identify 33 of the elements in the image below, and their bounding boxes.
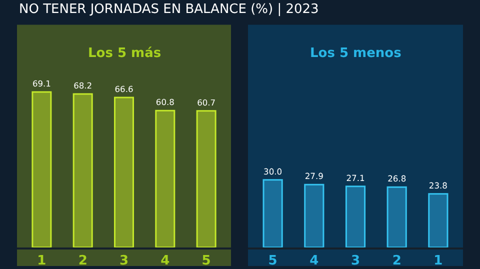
chart-title: Los 5 más xyxy=(88,46,162,61)
x-tick-label: 5 xyxy=(202,254,211,269)
bar xyxy=(72,93,93,248)
bar xyxy=(304,184,324,248)
x-tick-label: 3 xyxy=(350,254,360,269)
data-label: 23.8 xyxy=(428,180,448,190)
data-label: 69.1 xyxy=(32,78,51,88)
bar xyxy=(32,91,52,248)
x-tick-label: 1 xyxy=(37,254,46,269)
data-label: 60.7 xyxy=(197,97,216,108)
data-label: 68.2 xyxy=(74,80,92,90)
bar xyxy=(386,186,407,248)
bar xyxy=(155,110,176,248)
bar xyxy=(196,110,216,248)
bar xyxy=(114,96,134,248)
data-label: 30.0 xyxy=(264,166,282,176)
data-label: 60.8 xyxy=(156,97,174,108)
chart-title: Los 5 menos xyxy=(310,46,402,61)
x-tick-label: 4 xyxy=(310,254,319,269)
x-tick-label: 2 xyxy=(392,254,402,269)
x-tick-label: 3 xyxy=(119,254,129,269)
x-tick-label: 1 xyxy=(434,254,443,269)
data-label: 27.1 xyxy=(346,172,365,183)
data-label: 66.6 xyxy=(114,84,134,94)
x-tick-label: 2 xyxy=(78,254,88,269)
bar xyxy=(262,179,283,248)
data-label: 27.9 xyxy=(304,171,324,182)
text: NO TENER JORNADAS EN BALANCE (%) | 2023 xyxy=(19,2,319,17)
bar xyxy=(428,193,448,248)
data-label: 26.8 xyxy=(388,174,406,184)
x-tick-label: 5 xyxy=(268,254,278,269)
bar xyxy=(345,186,366,248)
x-tick-label: 4 xyxy=(160,254,170,269)
